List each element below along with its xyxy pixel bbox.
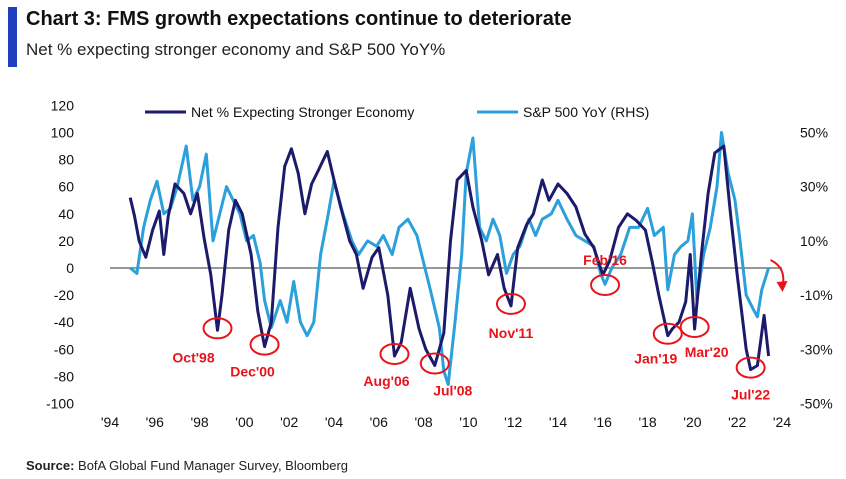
y-right-tick-label: 10% (800, 233, 828, 249)
source-note: Source: BofA Global Fund Manager Survey,… (26, 458, 348, 473)
x-tick-label: '18 (638, 414, 656, 430)
annotation-label: Aug'06 (363, 373, 409, 389)
x-tick-label: '12 (504, 414, 522, 430)
annotation-label: Jan'19 (634, 351, 677, 367)
chart-title: Chart 3: FMS growth expectations continu… (26, 8, 572, 30)
x-tick-label: '06 (370, 414, 388, 430)
annotation-label: Jul'22 (731, 387, 770, 403)
annotation-circle (590, 273, 621, 296)
y-left-tick-label: 0 (66, 260, 74, 276)
y-left-tick-label: 20 (58, 233, 74, 249)
x-tick-label: '02 (280, 414, 298, 430)
y-left-tick-label: -100 (46, 395, 74, 411)
annotation-label: Nov'11 (489, 325, 534, 341)
y-right-tick-label: -50% (800, 395, 833, 411)
x-tick-label: '94 (101, 414, 119, 430)
x-tick-label: '96 (146, 414, 164, 430)
y-left-tick-label: 80 (58, 152, 74, 168)
x-tick-label: '10 (459, 414, 477, 430)
legend-label-spx: S&P 500 YoY (RHS) (523, 104, 649, 120)
y-left-tick-label: 100 (51, 125, 75, 141)
x-tick-label: '98 (190, 414, 208, 430)
x-tick-label: '24 (773, 414, 791, 430)
x-tick-label: '04 (325, 414, 343, 430)
x-tick-label: '08 (414, 414, 432, 430)
annotation-circle (379, 343, 410, 366)
x-tick-label: '16 (594, 414, 612, 430)
y-right-tick-label: 50% (800, 125, 828, 141)
annotation-label: Feb'16 (583, 252, 627, 268)
source-text: BofA Global Fund Manager Survey, Bloombe… (74, 458, 349, 473)
trend-arrow-head (776, 281, 788, 292)
annotation-circle (735, 356, 766, 379)
source-label: Source: (26, 458, 75, 473)
annotation-circle (202, 317, 233, 340)
x-tick-label: '00 (235, 414, 253, 430)
annotation-label: Mar'20 (685, 344, 729, 360)
x-tick-label: '20 (683, 414, 701, 430)
x-tick-label: '14 (549, 414, 567, 430)
y-left-tick-label: -60 (54, 341, 74, 357)
annotation-circle (495, 292, 526, 315)
annotation-circle (419, 352, 450, 375)
annotation-circle (652, 322, 683, 345)
series-line-net-stronger-economy (128, 144, 771, 372)
y-left-tick-label: 120 (51, 97, 75, 113)
y-left-tick-label: -20 (54, 287, 74, 303)
y-right-tick-label: -10% (800, 287, 833, 303)
y-left-tick-label: -40 (54, 314, 74, 330)
y-right-tick-label: 30% (800, 179, 828, 195)
accent-bar (8, 7, 17, 67)
annotation-circle (249, 333, 280, 356)
legend-label-net: Net % Expecting Stronger Economy (191, 104, 414, 120)
y-left-tick-label: 60 (58, 179, 74, 195)
annotation-circle (679, 315, 710, 338)
y-right-tick-label: -30% (800, 341, 833, 357)
annotation-label: Oct'98 (172, 349, 214, 365)
x-tick-label: '22 (728, 414, 746, 430)
annotation-label: Dec'00 (230, 364, 275, 380)
annotation-label: Jul'08 (433, 383, 472, 399)
chart-subtitle: Net % expecting stronger economy and S&P… (26, 40, 446, 59)
y-left-tick-label: -80 (54, 368, 74, 384)
y-left-tick-label: 40 (58, 206, 74, 222)
